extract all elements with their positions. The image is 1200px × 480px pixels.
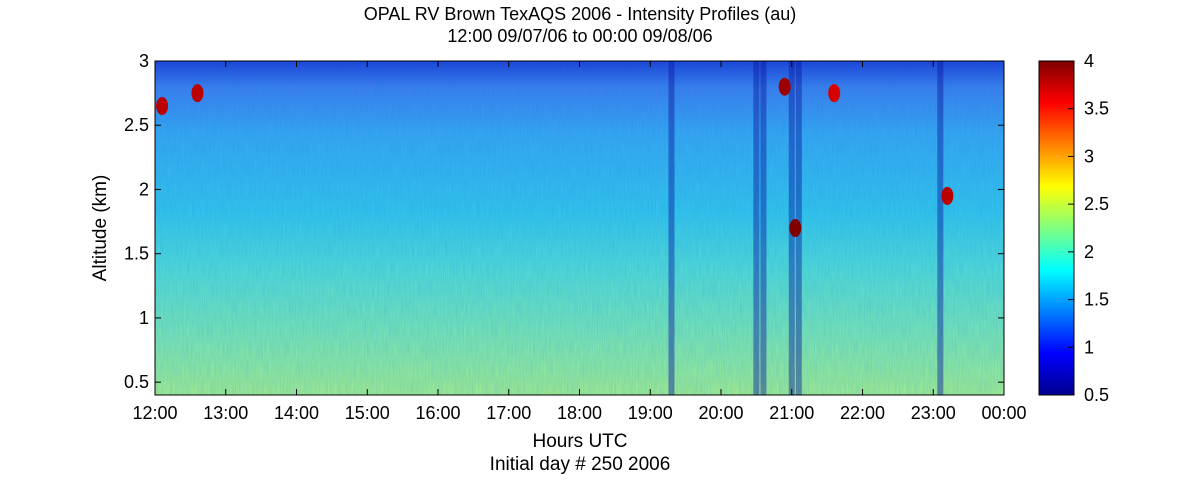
heatmap-texture <box>155 61 1004 395</box>
chart-title: OPAL RV Brown TexAQS 2006 - Intensity Pr… <box>363 4 797 24</box>
cloud-feature-5 <box>941 186 954 205</box>
colorbar-tick-label-7: 4 <box>1084 51 1094 71</box>
dark-column-5 <box>937 61 944 395</box>
y-axis-label: Altitude (km) <box>90 175 111 282</box>
heatmap-features <box>156 61 954 395</box>
x-tick-label-8: 20:00 <box>698 403 743 423</box>
y-axis: 0.5 1 1.5 2 2.5 3 <box>124 51 1004 392</box>
colorbar-tick-label-1: 1 <box>1084 337 1094 357</box>
cloud-feature-0 <box>156 96 169 115</box>
x-tick-label-10: 22:00 <box>840 403 885 423</box>
dark-column-0 <box>668 61 675 395</box>
cloud-feature-4 <box>828 84 841 103</box>
x-axis: 12:00 13:00 14:00 15:00 16:00 17:00 18:00 19:00… <box>132 61 1027 423</box>
colorbar-gradient <box>1038 60 1075 396</box>
y-tick-label-4: 2.5 <box>124 115 149 135</box>
y-tick-label-1: 1 <box>139 308 149 328</box>
chart-subtitle: 12:00 09/07/06 to 00:00 09/08/06 <box>447 26 713 46</box>
x-tick-label-9: 21:00 <box>769 403 814 423</box>
cloud-feature-3 <box>789 219 802 237</box>
colorbar-axis: 0.5 1 1.5 2 2.5 3 3.5 4 <box>1068 51 1109 405</box>
dark-column-2 <box>760 61 767 395</box>
colorbar-tick-label-2: 1.5 <box>1084 290 1109 310</box>
x-tick-label-6: 18:00 <box>557 403 602 423</box>
x-tick-label-3: 15:00 <box>345 403 390 423</box>
x-tick-label-4: 16:00 <box>415 403 460 423</box>
cloud-feature-1 <box>191 84 204 103</box>
colorbar: 0.5 1 1.5 2 2.5 3 3.5 4 <box>1038 51 1109 405</box>
x-axis-label-2: Initial day # 250 2006 <box>490 454 671 475</box>
y-tick-label-5: 3 <box>139 51 149 71</box>
colorbar-tick-label-0: 0.5 <box>1084 385 1109 405</box>
x-tick-label-1: 13:00 <box>203 403 248 423</box>
x-tick-label-11: 23:00 <box>911 403 956 423</box>
y-tick-label-2: 1.5 <box>124 244 149 264</box>
dark-column-1 <box>753 61 760 395</box>
x-tick-label-0: 12:00 <box>132 403 177 423</box>
y-tick-label-0: 0.5 <box>124 372 149 392</box>
colorbar-tick-label-3: 2 <box>1084 242 1094 262</box>
colorbar-tick-label-5: 3 <box>1084 146 1094 166</box>
x-axis-label: Hours UTC <box>532 431 627 452</box>
colorbar-tick-label-4: 2.5 <box>1084 194 1109 214</box>
colorbar-tick-label-6: 3.5 <box>1084 99 1109 119</box>
x-tick-label-12: 00:00 <box>981 403 1026 423</box>
y-tick-label-3: 2 <box>139 179 149 199</box>
x-tick-label-2: 14:00 <box>274 403 319 423</box>
x-tick-label-5: 17:00 <box>486 403 531 423</box>
plot-area <box>154 60 1005 396</box>
cloud-feature-2 <box>778 77 791 96</box>
x-tick-label-7: 19:00 <box>628 403 673 423</box>
